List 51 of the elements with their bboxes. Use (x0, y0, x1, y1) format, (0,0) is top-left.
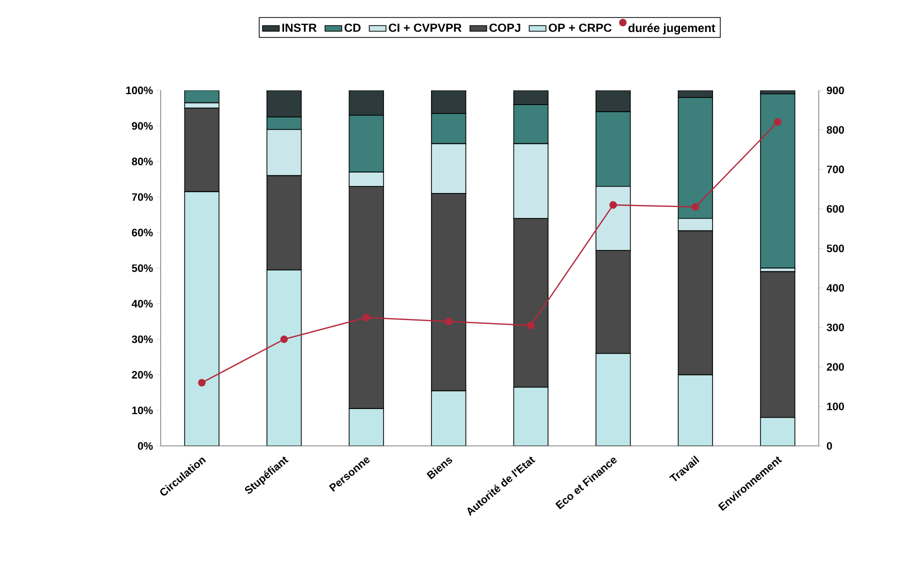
legend-label: OP + CRPC (548, 23, 612, 32)
bar (431, 390, 466, 446)
bar (596, 111, 631, 187)
y2-tick-label: 700 (826, 165, 844, 173)
point (527, 321, 535, 329)
bar (348, 114, 384, 172)
y-tick-label: 80% (132, 157, 153, 166)
y-tick-label: 0% (138, 442, 153, 450)
bar (760, 93, 796, 268)
y-tick-label: 20% (132, 370, 153, 378)
y-tick-label: 40% (132, 300, 153, 308)
y-tick-label: 100% (126, 86, 153, 94)
y2-tick-label: 0 (826, 442, 832, 450)
bar (184, 90, 220, 103)
y-tick-label: 70% (132, 193, 153, 201)
legend-label: CD (344, 23, 361, 32)
point (609, 200, 617, 208)
legend-label: CI + CVPVPR (388, 23, 462, 32)
bar (184, 191, 220, 446)
point (280, 335, 288, 343)
bar (596, 352, 631, 446)
y-tick-label: 60% (132, 228, 153, 236)
y2-tick-label: 400 (826, 284, 844, 292)
y2-tick-label: 200 (826, 362, 844, 371)
point (692, 202, 700, 210)
point (444, 318, 452, 326)
y-tick-label: 10% (132, 406, 153, 414)
point (198, 378, 206, 386)
y2-tick-label: 600 (826, 204, 844, 212)
bar (678, 374, 713, 446)
legend-label: COPJ (490, 23, 520, 32)
y-tick-label: 30% (132, 335, 153, 343)
bar (513, 386, 548, 446)
bar (348, 408, 384, 446)
bar (266, 116, 302, 130)
y-tick-label: 90% (132, 122, 153, 130)
point (774, 118, 782, 126)
bar (678, 96, 713, 219)
y-tick-label: 50% (132, 264, 153, 272)
bar (431, 112, 466, 144)
bar (266, 269, 302, 446)
y2-tick-label: 100 (827, 402, 844, 410)
bar (513, 104, 548, 144)
bar (760, 416, 796, 446)
legend-label: durée jugement (628, 23, 716, 34)
legend-label: INSTR (282, 23, 317, 32)
y2-tick-label: 500 (826, 244, 844, 252)
y2-tick-label: 900 (826, 86, 844, 94)
y2-tick-label: 300 (826, 323, 844, 332)
y2-tick-label: 800 (826, 126, 844, 134)
point (362, 314, 370, 322)
